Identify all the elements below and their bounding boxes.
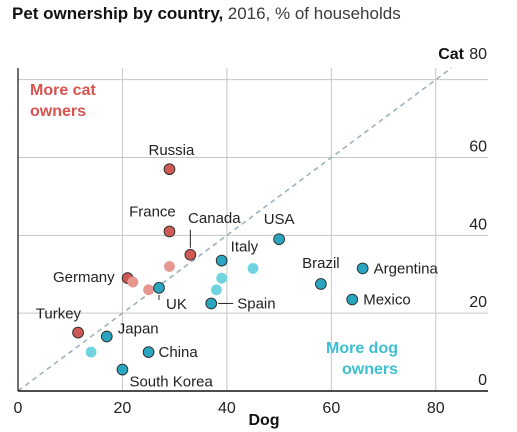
point-unlabeled-more-cat-7 <box>143 284 154 296</box>
point-china <box>142 346 155 358</box>
point-canada <box>184 248 197 261</box>
x-tick-label-60: 60 <box>322 400 340 417</box>
point-unlabeled-more-dog-11 <box>216 272 228 284</box>
point-label-turkey: Turkey <box>36 306 82 323</box>
region-labels: More cat owners More dog owners <box>30 82 398 378</box>
point-label-italy: Italy <box>231 239 259 256</box>
point-unlabeled-more-dog-12 <box>211 284 222 296</box>
y-tick-label-20: 20 <box>469 294 487 311</box>
y-axis-title: Cat <box>438 46 464 63</box>
point-label-south-korea: South Korea <box>129 374 213 391</box>
point-uk <box>153 282 165 294</box>
point-mexico <box>346 293 359 306</box>
chart-subtitle: 2016, % of households <box>227 4 401 23</box>
chart-title: Pet ownership by country, <box>12 4 224 23</box>
point-label-brazil: Brazil <box>302 255 340 272</box>
region-label-more-cat-owners-line-2: owners <box>30 103 86 120</box>
region-label-more-dog-owners-line-2: owners <box>342 361 398 378</box>
region-label-more-cat-owners-line-1: More cat <box>30 82 96 99</box>
point-label-france: France <box>129 203 176 220</box>
x-tick-label-20: 20 <box>114 400 132 417</box>
y-tick-label-80: 80 <box>469 46 487 63</box>
point-unlabeled-more-dog-10 <box>247 263 259 274</box>
y-tick-label-0: 0 <box>478 372 487 389</box>
point-italy <box>215 254 228 267</box>
point-south-korea <box>116 363 129 376</box>
point-label-japan: Japan <box>118 321 159 338</box>
x-tick-label-0: 0 <box>14 400 23 417</box>
point-turkey <box>72 326 84 339</box>
point-brazil <box>315 278 327 290</box>
point-labels: Russia France Canada Germany Turkey USA Italy B… <box>36 142 439 390</box>
point-france <box>163 225 176 238</box>
point-label-germany: Germany <box>53 269 115 286</box>
point-russia <box>163 163 176 176</box>
x-axis-title: Dog <box>248 412 279 429</box>
reference-line <box>17 67 452 392</box>
grid-lines <box>18 68 488 391</box>
point-label-uk: UK <box>166 296 187 313</box>
point-label-argentina: Argentina <box>374 260 439 277</box>
point-unlabeled-more-cat-6 <box>127 276 139 288</box>
region-label-more-dog-owners-line-1: More dog <box>326 340 398 357</box>
point-unlabeled-more-cat-5 <box>164 261 175 272</box>
x-tick-label-80: 80 <box>427 400 445 417</box>
leader-lines <box>158 229 234 304</box>
point-usa <box>273 233 285 246</box>
point-label-spain: Spain <box>237 295 275 312</box>
chart-title-block: Pet ownership by country, 2016, % of hou… <box>12 4 401 24</box>
x-tick-label-40: 40 <box>218 400 236 417</box>
point-label-usa: USA <box>264 211 295 228</box>
equality-line <box>17 67 452 392</box>
point-argentina <box>356 262 369 275</box>
data-points <box>72 163 369 376</box>
point-japan <box>100 330 113 343</box>
point-label-mexico: Mexico <box>363 292 411 309</box>
point-label-canada: Canada <box>188 210 241 227</box>
point-unlabeled-more-dog-13 <box>85 346 97 358</box>
axes: 0 20 40 60 80 0 20 40 60 80 Cat Dog <box>14 46 488 429</box>
point-label-china: China <box>159 344 199 361</box>
point-label-russia: Russia <box>149 142 196 159</box>
y-tick-label-60: 60 <box>469 139 487 156</box>
y-tick-label-40: 40 <box>469 216 487 233</box>
point-spain <box>205 297 218 310</box>
